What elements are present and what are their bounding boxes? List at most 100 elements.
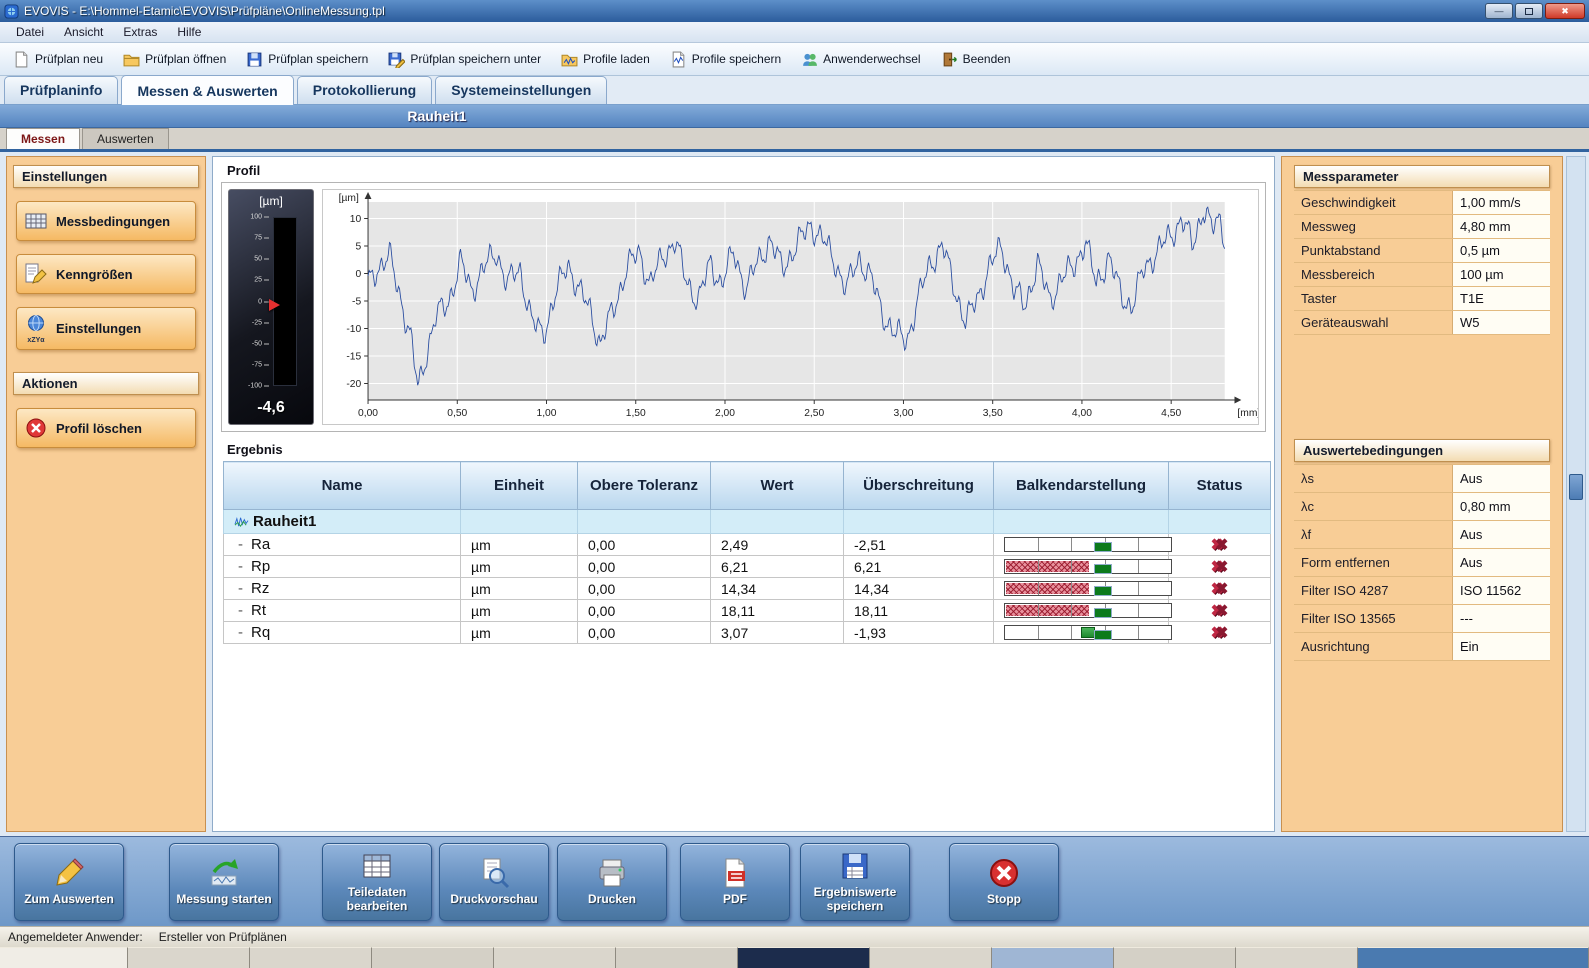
- taskbar-item[interactable]: [494, 947, 616, 968]
- profile-chart: 1050-5-10-15-200,000,501,001,502,002,503…: [323, 190, 1258, 426]
- results-table: Name Einheit Obere Toleranz Wert Übersch…: [223, 461, 1271, 644]
- result-row[interactable]: -Rp µm 0,00 6,21 6,21 ✖✖: [224, 556, 1271, 578]
- gauge-value: -4,6: [229, 395, 313, 424]
- drucken-button[interactable]: Drucken: [557, 843, 667, 921]
- svg-text:3,50: 3,50: [983, 408, 1003, 419]
- save-testplan-as-icon: [388, 51, 405, 68]
- taskbar-item[interactable]: [1114, 947, 1236, 968]
- tree-dash: -: [238, 624, 243, 641]
- svg-text:2,50: 2,50: [804, 408, 824, 419]
- pruefplan-neu-button[interactable]: Prüfplan neu: [4, 47, 112, 72]
- status-fail-icon: ✖: [1215, 559, 1228, 576]
- col-wert: Wert: [711, 462, 844, 510]
- subtitle-bar: Rauheit1: [0, 105, 1589, 128]
- gauge-marker-icon: [269, 299, 280, 311]
- kenngroessen-button[interactable]: Kenngrößen: [16, 254, 196, 294]
- tab-protokollierung[interactable]: Protokollierung: [297, 76, 432, 104]
- teiledaten-bearbeiten-button[interactable]: Teiledaten bearbeiten: [322, 843, 432, 921]
- parameter-row: Form entfernen Aus: [1294, 549, 1550, 577]
- menu-extras[interactable]: Extras: [113, 23, 167, 41]
- anwenderwechsel-button[interactable]: Anwenderwechsel: [792, 47, 929, 72]
- zum-auswerten-button[interactable]: Zum Auswerten: [14, 843, 124, 921]
- gauge-tick-label: 100: [250, 214, 269, 221]
- result-row[interactable]: -Rz µm 0,00 14,34 14,34 ✖✖: [224, 578, 1271, 600]
- status-fail-icon: ✖: [1215, 581, 1228, 598]
- taskbar-item[interactable]: [738, 947, 870, 968]
- svg-text:10: 10: [350, 214, 362, 225]
- pdf-button[interactable]: PDF: [680, 843, 790, 921]
- group-row[interactable]: Rauheit1: [224, 510, 1271, 534]
- gauge-tick-label: -25: [252, 319, 269, 326]
- main-tabstrip: Prüfplaninfo Messen & Auswerten Protokol…: [0, 76, 1589, 105]
- parameter-label: Filter ISO 13565: [1294, 605, 1452, 632]
- bottom-toolbar: Zum Auswerten Messung starten Teiledaten…: [0, 836, 1589, 926]
- settings-globe-icon: [24, 313, 48, 337]
- taskbar-item[interactable]: [870, 947, 992, 968]
- pruefplan-oeffnen-button[interactable]: Prüfplan öffnen: [114, 47, 235, 72]
- svg-text:1,00: 1,00: [537, 408, 557, 419]
- edit-part-data-icon: [361, 850, 393, 882]
- messung-starten-button[interactable]: Messung starten: [169, 843, 279, 921]
- menu-datei[interactable]: Datei: [6, 23, 54, 41]
- result-row[interactable]: -Rt µm 0,00 18,11 18,11 ✖✖: [224, 600, 1271, 622]
- profil-loeschen-button[interactable]: Profil löschen: [16, 408, 196, 448]
- parameters-sidebar: Messparameter Geschwindigkeit 1,00 mm/s …: [1281, 156, 1563, 832]
- pruefplan-speichern-unter-button[interactable]: Prüfplan speichern unter: [379, 47, 550, 72]
- new-testplan-icon: [13, 51, 30, 68]
- subtab-auswerten[interactable]: Auswerten: [82, 128, 169, 149]
- tab-pruefplaninfo[interactable]: Prüfplaninfo: [4, 76, 118, 104]
- maximize-button[interactable]: [1515, 3, 1543, 19]
- profile-laden-button[interactable]: Profile laden: [552, 47, 659, 72]
- taskbar-item[interactable]: [1358, 947, 1589, 968]
- taskbar-item[interactable]: [372, 947, 494, 968]
- taskbar-item[interactable]: [0, 947, 128, 968]
- taskbar-item[interactable]: [128, 947, 250, 968]
- param-upper-tolerance: 0,00: [578, 600, 711, 622]
- param-value: 2,49: [711, 534, 844, 556]
- param-exceed: 6,21: [844, 556, 994, 578]
- title-bar[interactable]: EVOVIS - E:\Hommel-Etamic\EVOVIS\Prüfplä…: [0, 0, 1589, 22]
- tab-messen-auswerten[interactable]: Messen & Auswerten: [121, 75, 293, 105]
- stopp-button[interactable]: Stopp: [949, 843, 1059, 921]
- evaluate-icon: [53, 857, 85, 889]
- param-unit: µm: [461, 534, 578, 556]
- status-bar: Angemeldeter Anwender: Ersteller von Prü…: [0, 926, 1589, 947]
- einstellungen-button[interactable]: xZYα Einstellungen: [16, 307, 196, 350]
- svg-text:0,00: 0,00: [358, 408, 378, 419]
- parameter-label: λc: [1294, 493, 1452, 520]
- taskbar-item[interactable]: [1236, 947, 1358, 968]
- settings-header: Einstellungen: [13, 165, 199, 188]
- vertical-scrollbar[interactable]: [1566, 156, 1586, 832]
- messbedingungen-button[interactable]: Messbedingungen: [16, 201, 196, 241]
- status-fail-icon: ✖: [1215, 625, 1228, 642]
- svg-text:[µm]: [µm]: [339, 193, 359, 204]
- subtab-messen[interactable]: Messen: [6, 128, 80, 149]
- ergebnis-section-title: Ergebnis: [227, 442, 1266, 457]
- param-name: Ra: [251, 536, 270, 553]
- beenden-button[interactable]: Beenden: [932, 47, 1020, 72]
- profile-chart-box: 1050-5-10-15-200,000,501,001,502,002,503…: [322, 189, 1259, 425]
- result-row[interactable]: -Rq µm 0,00 3,07 -1,93 ✖✖: [224, 622, 1271, 644]
- profile-speichern-button[interactable]: Profile speichern: [661, 47, 790, 72]
- sub-tabstrip: Messen Auswerten: [0, 128, 1589, 152]
- pruefplan-speichern-button[interactable]: Prüfplan speichern: [237, 47, 377, 72]
- tab-systemeinstellungen[interactable]: Systemeinstellungen: [435, 76, 607, 104]
- parameters-icon: [24, 262, 48, 286]
- pdf-icon: [719, 857, 751, 889]
- col-name: Name: [224, 462, 461, 510]
- col-einheit: Einheit: [461, 462, 578, 510]
- druckvorschau-button[interactable]: Druckvorschau: [439, 843, 549, 921]
- minimize-button[interactable]: —: [1485, 3, 1513, 19]
- taskbar-item[interactable]: [992, 947, 1114, 968]
- menu-hilfe[interactable]: Hilfe: [167, 23, 211, 41]
- close-button[interactable]: ✖: [1545, 3, 1585, 19]
- menu-ansicht[interactable]: Ansicht: [54, 23, 113, 41]
- window-title: EVOVIS - E:\Hommel-Etamic\EVOVIS\Prüfplä…: [24, 4, 1485, 18]
- taskbar-item[interactable]: [616, 947, 738, 968]
- ergebniswerte-speichern-button[interactable]: Ergebniswerte speichern: [800, 843, 910, 921]
- scrollbar-thumb[interactable]: [1569, 474, 1583, 500]
- parameter-label: λf: [1294, 521, 1452, 548]
- level-gauge: [µm] 1007550250-25-50-75-100 -4,6: [228, 189, 314, 425]
- result-row[interactable]: -Ra µm 0,00 2,49 -2,51 ✖✖: [224, 534, 1271, 556]
- taskbar-item[interactable]: [250, 947, 372, 968]
